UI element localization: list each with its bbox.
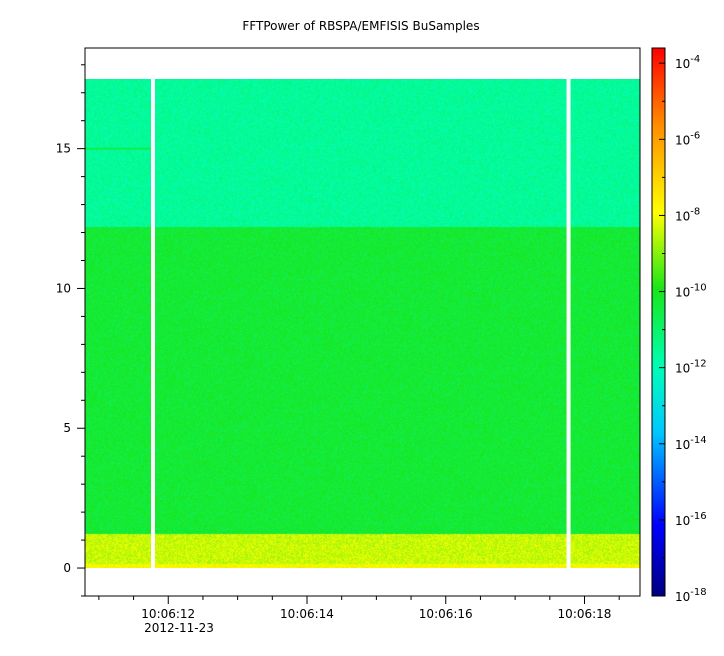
x-axis-date-label: 2012-11-23 (144, 621, 214, 635)
colorbar-tick-label: 10-12 (675, 359, 707, 376)
y-axis: 0 5 10 15 (56, 64, 85, 597)
colorbar-tick-label: 10-10 (675, 283, 707, 300)
heatmap-layer (85, 79, 640, 568)
colorbar-tick-label: 10-6 (675, 130, 700, 147)
colorbar-tick-label: 10-14 (675, 435, 707, 452)
colorbar (652, 48, 665, 596)
colorbar-tick-label: 10-4 (675, 54, 700, 71)
heatmap-image (85, 79, 640, 568)
plot-frame (84, 47, 641, 597)
colorbar-tick-label: 10-16 (675, 511, 707, 528)
colorbar-axis: 10-4 10-6 10-8 10-10 10-12 10-14 10-16 10-18 (659, 54, 707, 604)
y-tick-label: 15 (56, 142, 71, 156)
x-axis: 10:06:12 10:06:14 10:06:16 10:06:18 (98, 596, 620, 621)
x-tick-label: 10:06:12 (141, 607, 195, 621)
x-tick-label: 10:06:14 (280, 607, 334, 621)
line-feature (85, 147, 151, 150)
y-tick-label: 10 (56, 281, 71, 295)
y-tick-label: 5 (63, 421, 71, 435)
x-tick-label: 10:06:18 (558, 607, 612, 621)
data-gaps (150, 79, 571, 568)
chart-title: FFTPower of RBSPA/EMFISIS BuSamples (242, 19, 479, 33)
data-gap (566, 79, 571, 568)
y-tick-label: 0 (63, 561, 71, 575)
x-tick-label: 10:06:16 (419, 607, 473, 621)
colorbar-tick-label: 10-18 (675, 587, 707, 604)
data-gap (150, 79, 155, 568)
colorbar-tick-label: 10-8 (675, 206, 700, 223)
colorbar-frame (651, 47, 666, 597)
